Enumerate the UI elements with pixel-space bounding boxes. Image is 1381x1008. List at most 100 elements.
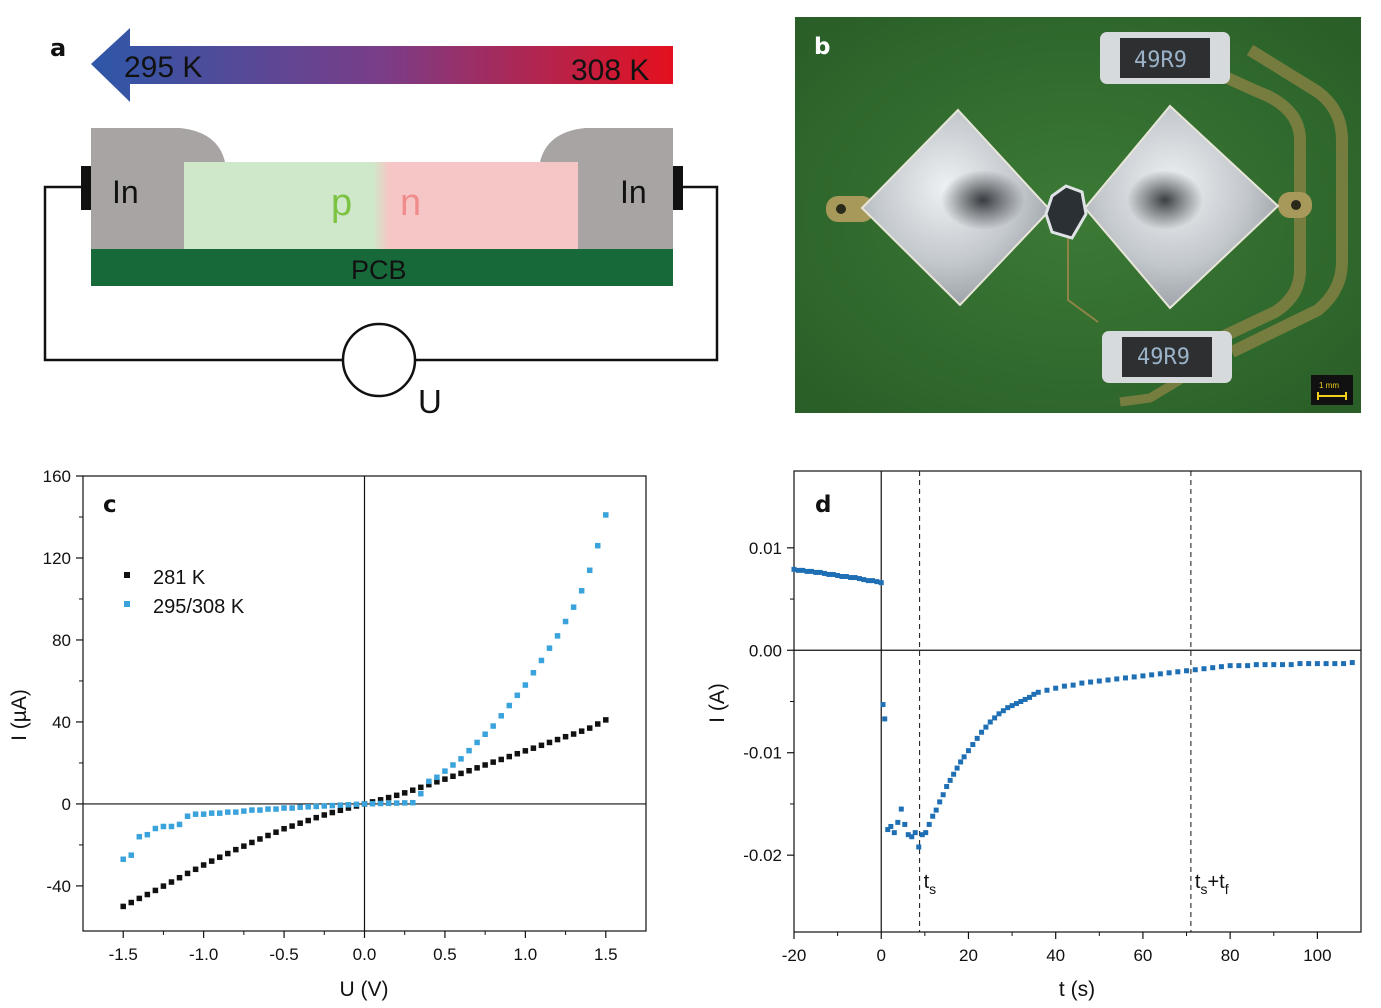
data-point-series-1 bbox=[450, 762, 456, 768]
data-point-series-0 bbox=[878, 580, 884, 586]
y-tick-label: 120 bbox=[43, 549, 71, 568]
data-point-series-0 bbox=[434, 779, 440, 785]
data-point-series-0 bbox=[474, 765, 480, 771]
data-point-series-0 bbox=[923, 830, 929, 836]
x-tick-label: -20 bbox=[782, 946, 807, 965]
data-point-series-0 bbox=[1013, 701, 1019, 707]
chart-d-points bbox=[791, 566, 1355, 850]
chart-c-xlabel: U (V) bbox=[340, 978, 389, 1001]
x-tick-label: -0.5 bbox=[269, 945, 298, 964]
data-point-series-1 bbox=[562, 618, 569, 625]
electrode-right bbox=[673, 166, 683, 210]
panel-a-label: a bbox=[50, 34, 66, 62]
data-point-series-0 bbox=[902, 821, 908, 827]
data-point-series-0 bbox=[1131, 674, 1137, 680]
data-point-series-1 bbox=[313, 803, 319, 810]
data-point-series-1 bbox=[281, 805, 287, 811]
data-point-series-1 bbox=[385, 800, 392, 807]
diamond-right-dark-spot bbox=[1127, 170, 1203, 230]
data-point-series-1 bbox=[249, 807, 255, 813]
y-tick-label: -0.01 bbox=[743, 744, 782, 763]
voltmeter-symbol bbox=[341, 322, 417, 398]
data-point-series-0 bbox=[377, 797, 384, 803]
n-region-label: n bbox=[400, 182, 421, 224]
data-point-series-0 bbox=[1297, 661, 1303, 667]
data-point-series-0 bbox=[570, 731, 577, 737]
data-point-series-0 bbox=[538, 742, 545, 749]
data-point-series-1 bbox=[570, 604, 577, 610]
data-point-series-0 bbox=[160, 883, 167, 889]
data-point-series-0 bbox=[826, 571, 832, 577]
data-point-series-0 bbox=[1184, 668, 1190, 674]
data-point-series-1 bbox=[225, 809, 231, 815]
data-point-series-0 bbox=[466, 767, 472, 774]
data-point-series-0 bbox=[329, 809, 336, 816]
data-point-series-0 bbox=[954, 765, 960, 771]
data-point-series-1 bbox=[586, 567, 593, 574]
wire-right bbox=[415, 185, 719, 362]
data-point-series-0 bbox=[546, 739, 553, 746]
data-point-series-0 bbox=[1005, 705, 1011, 711]
data-point-series-0 bbox=[530, 745, 537, 751]
temperature-gradient-arrow-shape bbox=[91, 28, 673, 102]
data-point-series-0 bbox=[1149, 672, 1155, 678]
data-point-series-0 bbox=[345, 805, 352, 811]
panel-d-transient-chart: -20 0 20 40 60 80 100 -0.02 -0.01 0.00 0.01 ts ts+t… bbox=[706, 470, 1362, 1001]
data-point-series-0 bbox=[944, 784, 950, 790]
data-point-series-0 bbox=[940, 792, 946, 798]
data-point-series-0 bbox=[791, 566, 797, 572]
data-point-series-1 bbox=[530, 670, 537, 676]
data-point-series-0 bbox=[822, 570, 828, 576]
data-point-series-1 bbox=[168, 823, 175, 830]
y-tick-label: 0 bbox=[62, 795, 71, 814]
resistor-bottom-marking: 49R9 bbox=[1137, 345, 1190, 370]
data-point-series-0 bbox=[152, 887, 159, 894]
x-tick-label: 1.0 bbox=[514, 945, 538, 964]
data-point-series-0 bbox=[937, 799, 943, 805]
data-point-series-1 bbox=[369, 800, 376, 807]
data-point-series-0 bbox=[926, 821, 932, 827]
x-tick-label: 60 bbox=[1133, 946, 1152, 965]
data-point-series-0 bbox=[176, 874, 183, 881]
data-point-series-0 bbox=[128, 899, 135, 906]
data-point-series-1 bbox=[393, 800, 400, 806]
data-point-series-0 bbox=[168, 879, 175, 885]
data-point-series-0 bbox=[898, 806, 904, 812]
data-point-series-0 bbox=[979, 729, 985, 735]
contact-left-label: In bbox=[112, 174, 139, 210]
data-point-series-0 bbox=[1175, 669, 1181, 675]
panel-c-iv-chart: -1.5 -1.0 -0.5 0.0 0.5 1.0 1.5 -40 0 40 80 120 160 c… bbox=[8, 467, 647, 1001]
scale-bar: 1 mm bbox=[1311, 375, 1353, 405]
data-point-series-1 bbox=[273, 806, 279, 812]
data-point-series-0 bbox=[804, 568, 810, 574]
thin-trace bbox=[1067, 238, 1099, 323]
data-point-series-0 bbox=[888, 823, 894, 829]
data-point-series-0 bbox=[442, 776, 448, 782]
data-point-series-0 bbox=[281, 825, 287, 832]
x-tick-label: 40 bbox=[1046, 946, 1065, 965]
data-point-series-0 bbox=[947, 777, 953, 783]
arrow-hot-label: 308 K bbox=[571, 54, 649, 87]
data-point-series-0 bbox=[1088, 679, 1094, 685]
data-point-series-0 bbox=[273, 829, 279, 835]
x-tick-label: 0.0 bbox=[353, 945, 377, 964]
data-point-series-0 bbox=[856, 576, 862, 582]
data-point-series-1 bbox=[184, 813, 191, 819]
data-point-series-0 bbox=[951, 771, 957, 777]
x-tick-label: 100 bbox=[1303, 946, 1331, 965]
data-point-series-0 bbox=[136, 895, 143, 902]
data-point-series-1 bbox=[514, 692, 521, 699]
chart-d-zero-lines bbox=[794, 471, 1361, 932]
data-point-series-1 bbox=[321, 803, 328, 809]
data-point-series-0 bbox=[297, 820, 303, 826]
data-point-series-1 bbox=[176, 821, 183, 828]
indium-contact-left bbox=[91, 128, 225, 249]
data-point-series-0 bbox=[996, 711, 1002, 717]
diamond-left-dark-spot bbox=[941, 170, 1025, 230]
scale-bar-label: 1 mm bbox=[1319, 381, 1339, 390]
data-point-series-1 bbox=[603, 512, 609, 518]
data-point-series-0 bbox=[490, 759, 496, 765]
data-point-series-0 bbox=[817, 569, 823, 575]
data-point-series-1 bbox=[208, 810, 215, 816]
data-point-series-0 bbox=[594, 721, 601, 727]
